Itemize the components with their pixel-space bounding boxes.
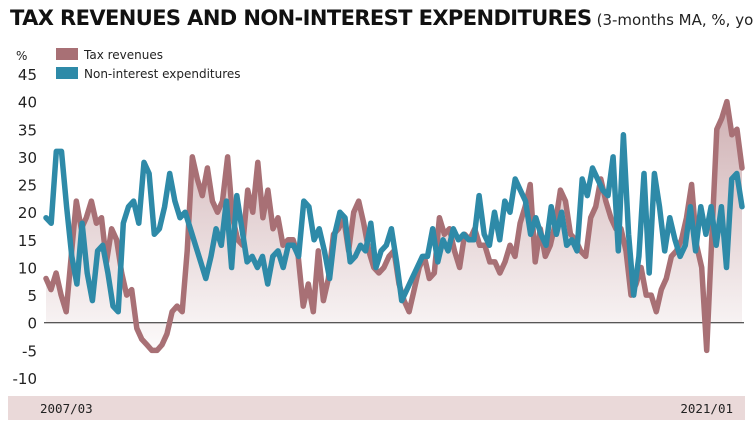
- legend: Tax revenues Non-interest expenditures: [56, 48, 241, 81]
- legend-label: Non-interest expenditures: [84, 67, 241, 81]
- y-tick-label: -5: [22, 342, 37, 360]
- area-fill-layer: [46, 101, 742, 351]
- y-tick-label: 15: [18, 232, 37, 250]
- y-tick-label: 10: [18, 259, 37, 277]
- date-band: 2007/03 2021/01: [8, 396, 745, 420]
- x-start-label: 2007/03: [40, 401, 93, 416]
- y-tick-label: 20: [18, 204, 37, 222]
- y-tick-label: 30: [18, 149, 37, 167]
- legend-swatch: [56, 48, 78, 60]
- legend-item-tax-revenues: Tax revenues: [56, 48, 163, 62]
- y-tick-label: 0: [27, 315, 37, 333]
- y-tick-label: 5: [27, 287, 37, 305]
- chart-title-block: TAX REVENUES AND NON-INTEREST EXPENDITUR…: [10, 6, 753, 30]
- series-layer: [43, 98, 745, 354]
- tax-revenues-area: [46, 101, 742, 351]
- chart-subtitle: (3-months MA, %, yoy): [596, 11, 753, 29]
- legend-label: Tax revenues: [83, 48, 163, 62]
- y-tick-label: 25: [18, 177, 37, 195]
- x-end-label: 2021/01: [680, 401, 733, 416]
- non-interest-expenditures-line: [43, 132, 745, 315]
- axis-layer: % 45 40 35 30 25 20 15 10 5 0 -5 -10: [13, 49, 744, 388]
- y-tick-label: -10: [13, 370, 38, 388]
- y-tick-label: 40: [18, 94, 37, 112]
- legend-swatch: [56, 67, 78, 79]
- legend-item-non-interest-expenditures: Non-interest expenditures: [56, 67, 241, 81]
- chart-title: TAX REVENUES AND NON-INTEREST EXPENDITUR…: [10, 6, 592, 30]
- y-tick-label: 45: [18, 66, 37, 84]
- y-axis-unit: %: [16, 49, 27, 63]
- date-band-background: [8, 396, 745, 420]
- y-tick-label: 35: [18, 121, 37, 139]
